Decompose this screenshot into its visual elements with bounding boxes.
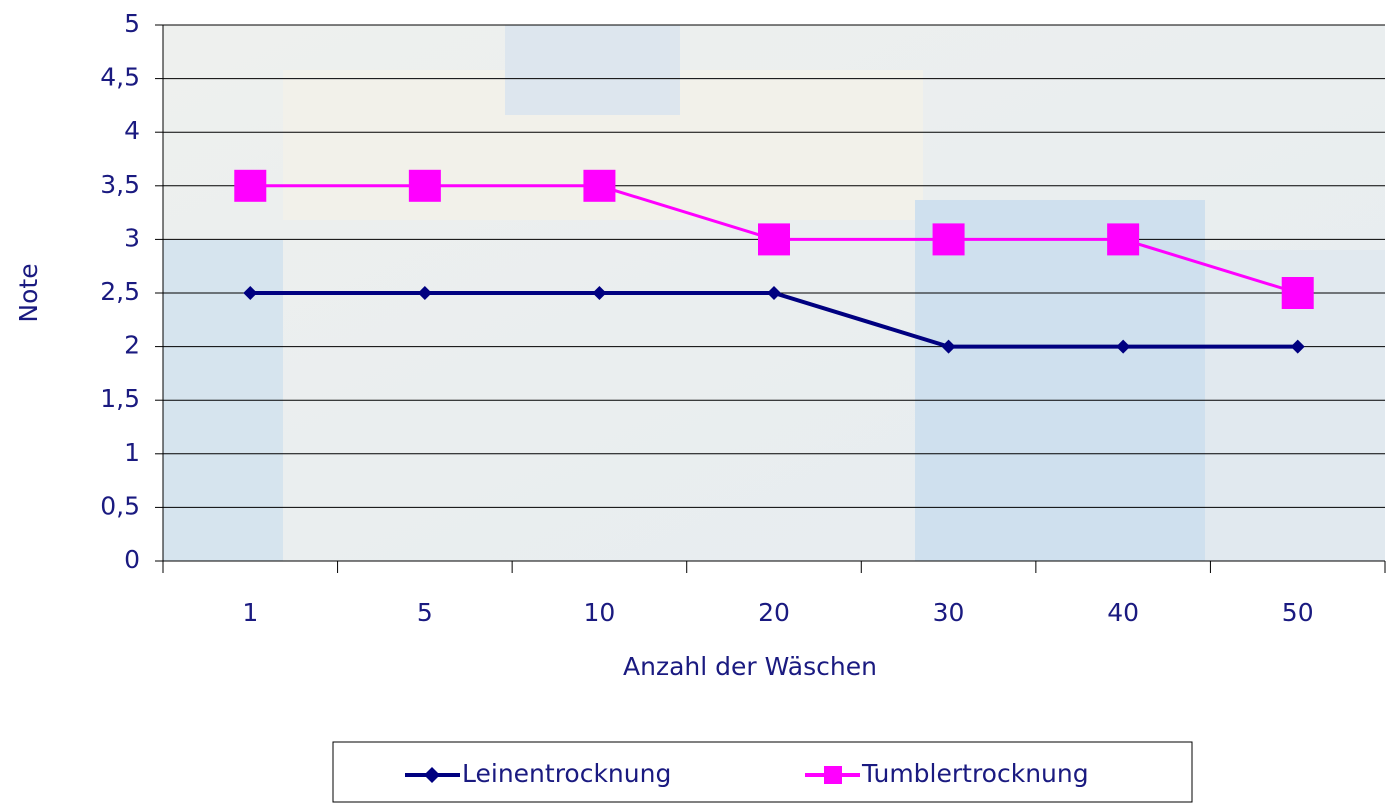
- x-tick-label: 5: [417, 598, 433, 627]
- x-tick-label: 40: [1107, 598, 1139, 627]
- marker: [932, 223, 965, 256]
- marker: [417, 286, 432, 300]
- y-axis-label: Note: [14, 263, 43, 322]
- y-tick-label: 3: [124, 223, 140, 252]
- y-tick-label: 0: [124, 545, 140, 574]
- y-tick-label: 5: [124, 9, 140, 38]
- y-tick-label: 1: [124, 438, 140, 467]
- x-tick-label: 10: [584, 598, 616, 627]
- marker: [243, 286, 258, 300]
- legend-marker: [424, 767, 440, 783]
- y-tick-label: 4,5: [100, 63, 140, 92]
- y-tick-label: 2: [124, 331, 140, 360]
- legend-label: Tumblertrocknung: [861, 759, 1089, 788]
- marker: [592, 286, 607, 300]
- marker: [758, 223, 790, 256]
- y-tick-label: 0,5: [100, 491, 140, 520]
- marker: [767, 286, 781, 300]
- marker: [1290, 339, 1305, 354]
- marker: [941, 339, 956, 354]
- legend-label: Leinentrocknung: [462, 759, 671, 788]
- marker: [408, 169, 441, 202]
- legend-marker: [824, 766, 842, 784]
- marker: [1116, 339, 1131, 354]
- y-tick-label: 4: [124, 116, 140, 145]
- x-tick-label: 50: [1282, 598, 1314, 627]
- x-tick-label: 20: [758, 598, 790, 627]
- marker: [1281, 277, 1314, 309]
- legend-box: [332, 741, 1193, 803]
- marker: [583, 169, 616, 202]
- x-tick-label: 1: [242, 598, 258, 627]
- x-tick-label: 30: [933, 598, 965, 627]
- y-tick-label: 3,5: [100, 170, 140, 199]
- x-axis-label: Anzahl der Wäschen: [623, 652, 877, 681]
- marker: [234, 169, 267, 202]
- y-tick-label: 2,5: [100, 277, 140, 306]
- y-tick-label: 1,5: [100, 384, 140, 413]
- marker: [1107, 223, 1140, 256]
